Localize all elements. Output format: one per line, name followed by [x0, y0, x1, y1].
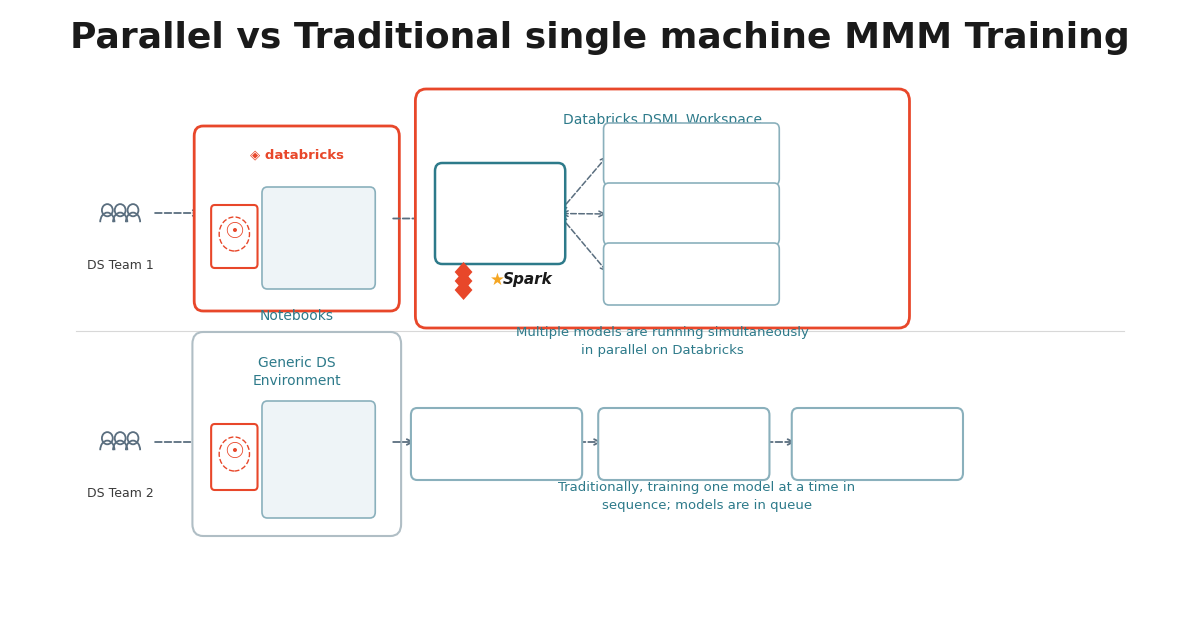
Text: Single Machine: Single Machine	[833, 429, 922, 443]
Text: MMM
Logic: MMM Logic	[304, 217, 334, 240]
FancyBboxPatch shape	[604, 183, 779, 245]
Text: (... market model): (... market model)	[631, 277, 751, 290]
Text: DS Team 2: DS Team 2	[86, 487, 154, 500]
FancyBboxPatch shape	[192, 332, 401, 536]
FancyBboxPatch shape	[211, 205, 258, 268]
FancyBboxPatch shape	[604, 243, 779, 305]
Text: Single Machine: Single Machine	[451, 429, 541, 443]
FancyBboxPatch shape	[262, 187, 376, 289]
Text: Generic DS
Environment: Generic DS Environment	[252, 356, 341, 388]
Text: (CA market model): (CA market model)	[629, 217, 754, 230]
Text: Notebooks: Notebooks	[259, 309, 334, 323]
Text: Multiple models are running simultaneously
in parallel on Databricks: Multiple models are running simultaneous…	[516, 326, 809, 357]
Text: Databricks DSML Workspace: Databricks DSML Workspace	[563, 113, 762, 127]
Text: Traditionally, training one model at a time in
sequence; models are in queue: Traditionally, training one model at a t…	[558, 481, 856, 512]
Text: Worker 1: Worker 1	[665, 140, 718, 153]
FancyBboxPatch shape	[194, 126, 400, 311]
FancyBboxPatch shape	[211, 424, 258, 490]
FancyBboxPatch shape	[410, 408, 582, 480]
Text: ◈ databricks: ◈ databricks	[250, 148, 343, 161]
FancyBboxPatch shape	[792, 408, 962, 480]
Text: ★: ★	[490, 271, 505, 289]
Text: (NY market model): (NY market model)	[629, 158, 754, 170]
Text: ☉: ☉	[224, 222, 245, 242]
FancyBboxPatch shape	[262, 401, 376, 518]
Text: DS Team 1: DS Team 1	[86, 259, 154, 272]
Text: Pandas UDF: Pandas UDF	[281, 262, 356, 272]
Text: (NY market model): (NY market model)	[434, 448, 559, 461]
Text: Cluster
(ML DBR Driver): Cluster (ML DBR Driver)	[450, 198, 551, 229]
Text: Worker 3: Worker 3	[665, 260, 718, 272]
Text: Worker 2: Worker 2	[665, 200, 718, 212]
Text: (... market model): (... market model)	[817, 448, 937, 461]
Text: Parallel vs Traditional single machine MMM Training: Parallel vs Traditional single machine M…	[70, 21, 1130, 55]
Text: (CA market model): (CA market model)	[622, 448, 746, 461]
Text: ☉: ☉	[224, 442, 245, 462]
Text: Single Machine: Single Machine	[640, 429, 728, 443]
Text: MMM
Logic
Config
Environment: MMM Logic Config Environment	[283, 434, 354, 485]
FancyBboxPatch shape	[415, 89, 910, 328]
Text: Spark: Spark	[503, 272, 553, 287]
FancyBboxPatch shape	[599, 408, 769, 480]
FancyBboxPatch shape	[604, 123, 779, 185]
FancyBboxPatch shape	[436, 163, 565, 264]
